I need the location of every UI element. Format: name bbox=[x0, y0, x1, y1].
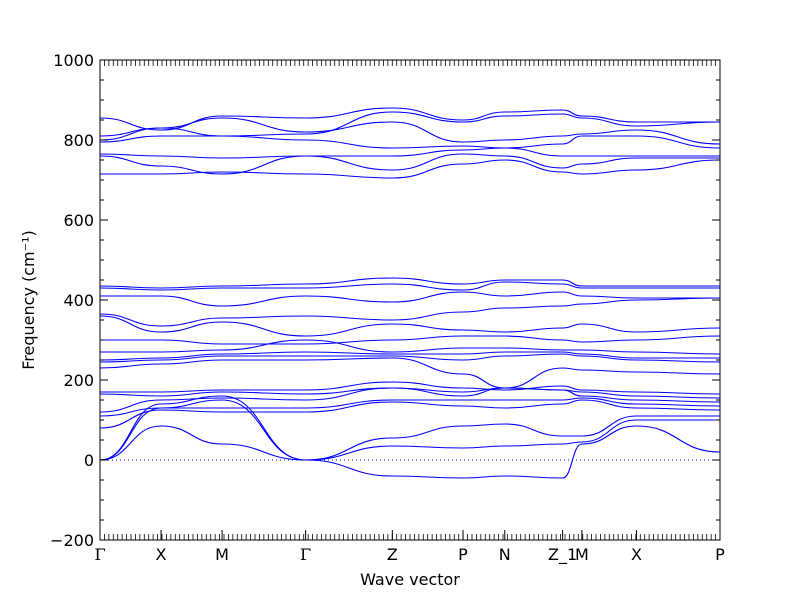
branch-21 bbox=[99, 147, 720, 159]
y-axis-title: Frequency (cm⁻¹) bbox=[19, 230, 38, 369]
branch-15 bbox=[99, 297, 721, 327]
y-tick-label: 400 bbox=[63, 291, 94, 310]
y-tick-label: 200 bbox=[63, 371, 94, 390]
x-tick-label: P bbox=[458, 545, 468, 564]
branch-20 bbox=[99, 153, 720, 175]
x-tick-label: Z_1 bbox=[548, 545, 577, 565]
plot-frame bbox=[99, 59, 721, 541]
x-tick-label: M bbox=[215, 545, 229, 564]
x-tick-label: M bbox=[575, 545, 589, 564]
x-tick-label: P bbox=[715, 545, 725, 564]
branch-24 bbox=[99, 111, 721, 137]
branch-23 bbox=[99, 117, 721, 145]
branch-9 bbox=[99, 357, 721, 389]
x-tick-label: Γ bbox=[94, 545, 105, 564]
branch-14 bbox=[99, 315, 721, 337]
branch-1 bbox=[99, 425, 721, 479]
y-tick-label: 600 bbox=[63, 211, 94, 230]
branch-18 bbox=[99, 277, 720, 289]
y-tick-label: −200 bbox=[50, 531, 94, 550]
x-tick-label: N bbox=[499, 545, 511, 564]
branch-16 bbox=[100, 291, 720, 307]
branch-8 bbox=[100, 381, 721, 395]
branch-6 bbox=[99, 387, 721, 413]
branch-10 bbox=[99, 353, 721, 363]
branch-17 bbox=[99, 281, 720, 291]
x-tick-label: X bbox=[156, 545, 167, 564]
y-tick-label: 0 bbox=[84, 451, 94, 470]
x-axis-title: Wave vector bbox=[360, 570, 460, 589]
x-tick-label: Γ bbox=[300, 545, 311, 564]
branch-25 bbox=[99, 107, 720, 131]
branch-13 bbox=[100, 335, 721, 345]
x-tick-label: Z bbox=[387, 545, 398, 564]
branch-3 bbox=[99, 395, 720, 461]
x-tick-label: X bbox=[631, 545, 642, 564]
branch-11 bbox=[99, 351, 720, 361]
branch-5 bbox=[99, 397, 721, 417]
branch-2 bbox=[99, 399, 720, 461]
y-tick-label: 1000 bbox=[53, 51, 94, 70]
branch-19 bbox=[100, 159, 721, 179]
branch-7 bbox=[99, 387, 721, 399]
y-tick-label: 800 bbox=[63, 131, 94, 150]
branch-4 bbox=[99, 399, 721, 429]
branch-22 bbox=[99, 135, 721, 149]
branch-12 bbox=[99, 339, 721, 355]
